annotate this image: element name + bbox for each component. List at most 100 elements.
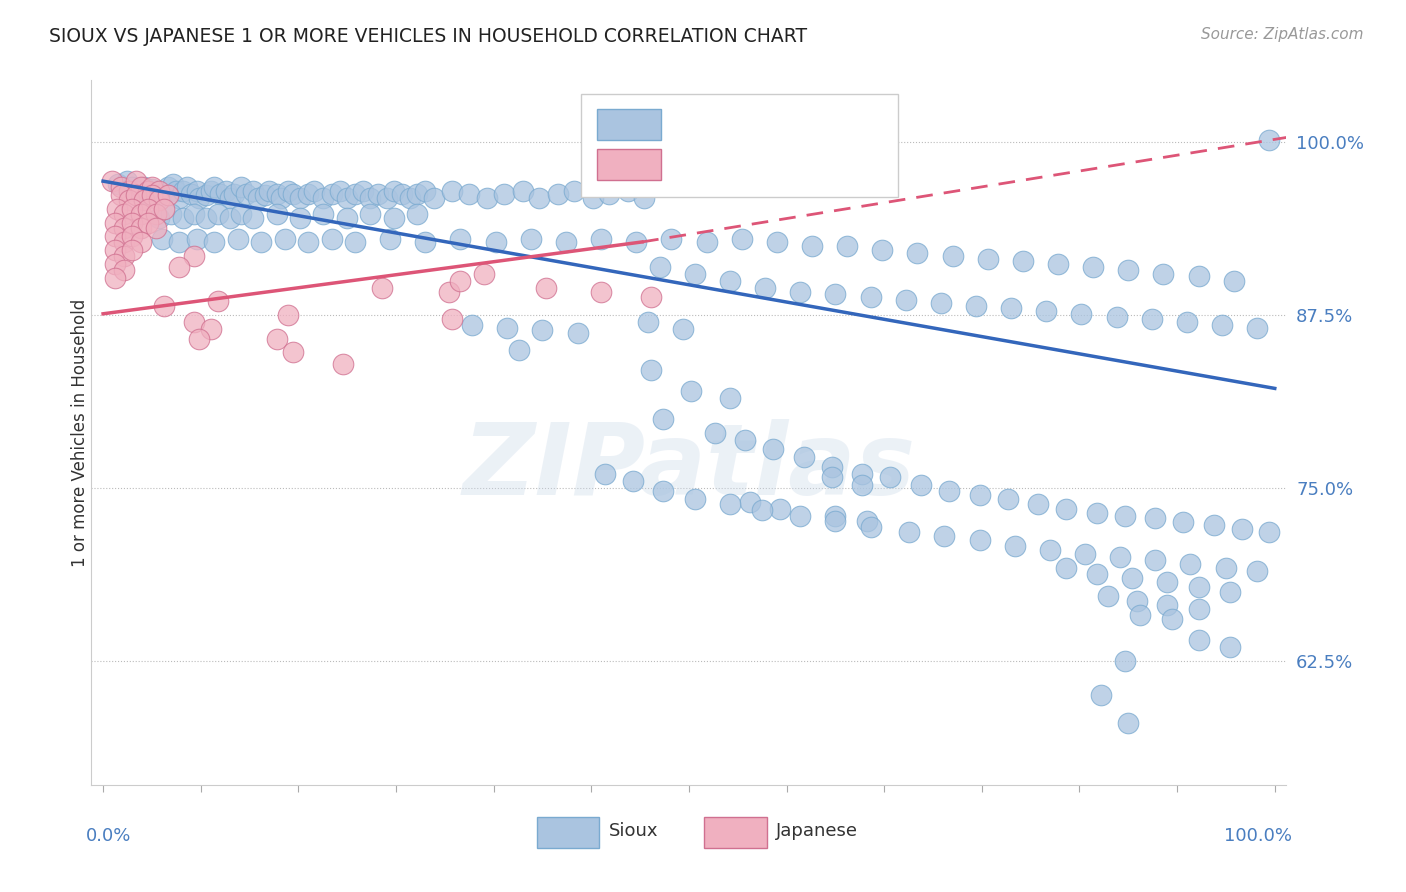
Point [1026,498,1049,512]
Point [824,287,846,301]
Point [288,191,311,205]
Point [129,179,152,194]
Point [1085,566,1108,581]
Point [207,294,229,309]
Point [1074,547,1097,561]
Point [218,191,240,205]
Point [1081,260,1104,274]
Point [121,244,143,258]
Point [696,235,718,249]
Point [156,179,179,194]
Point [591,232,613,246]
Text: Sioux: Sioux [609,822,658,839]
Point [496,320,519,334]
Point [125,188,148,202]
Point [121,229,143,244]
Point [547,186,569,201]
Point [1187,602,1209,616]
Point [821,460,844,475]
Point [165,184,187,198]
Text: N = 134: N = 134 [789,116,868,134]
Point [270,191,292,205]
Point [851,467,873,481]
Point [1000,301,1022,316]
Point [1211,318,1233,332]
Point [382,184,405,198]
Point [894,293,917,307]
Point [1257,133,1279,147]
Point [115,174,138,188]
Point [101,174,124,188]
Point [652,483,675,498]
Point [731,232,754,246]
Point [129,221,152,235]
Point [202,235,225,249]
Point [266,186,288,201]
Point [186,184,208,198]
Point [136,186,159,201]
Point [148,184,170,198]
Point [266,332,288,346]
Point [1222,274,1244,288]
Point [824,514,846,528]
Point [934,529,956,543]
Point [898,525,921,540]
Point [441,184,464,198]
FancyBboxPatch shape [598,149,661,180]
Point [352,184,374,198]
Point [129,235,152,249]
Text: ZIPatlas: ZIPatlas [463,419,915,516]
Point [1202,518,1225,533]
Point [1180,557,1202,571]
Point [332,357,354,371]
Point [789,285,811,299]
Point [562,184,585,198]
Point [437,285,460,299]
Point [141,182,163,196]
Point [718,274,741,288]
Text: 100.0%: 100.0% [1225,827,1292,846]
Point [145,207,167,221]
Point [110,179,132,194]
Point [148,188,170,202]
Point [1105,310,1128,324]
FancyBboxPatch shape [582,95,898,196]
Point [969,533,991,548]
Point [195,211,218,226]
Point [1156,599,1178,613]
Point [941,249,963,263]
Point [969,488,991,502]
Point [125,174,148,188]
Text: SIOUX VS JAPANESE 1 OR MORE VEHICLES IN HOUSEHOLD CORRELATION CHART: SIOUX VS JAPANESE 1 OR MORE VEHICLES IN … [49,27,807,45]
Point [1187,632,1209,647]
Point [121,179,143,194]
Point [851,478,873,492]
Point [527,191,550,205]
FancyBboxPatch shape [598,109,661,140]
Point [242,184,264,198]
Point [554,235,576,249]
Point [153,298,176,312]
Point [250,235,273,249]
Point [281,186,304,201]
Point [104,216,127,230]
Point [277,308,299,322]
Point [793,450,815,465]
Point [169,191,191,205]
Point [683,267,706,281]
Point [1140,312,1163,326]
Point [336,191,359,205]
Point [156,188,179,202]
Point [136,184,159,198]
Point [441,312,464,326]
Point [273,232,295,246]
Point [104,271,127,285]
Point [450,274,472,288]
Point [162,177,184,191]
Point [112,262,135,277]
Point [253,188,276,202]
Point [160,207,183,221]
Point [872,244,894,258]
FancyBboxPatch shape [704,817,766,847]
Point [121,216,143,230]
